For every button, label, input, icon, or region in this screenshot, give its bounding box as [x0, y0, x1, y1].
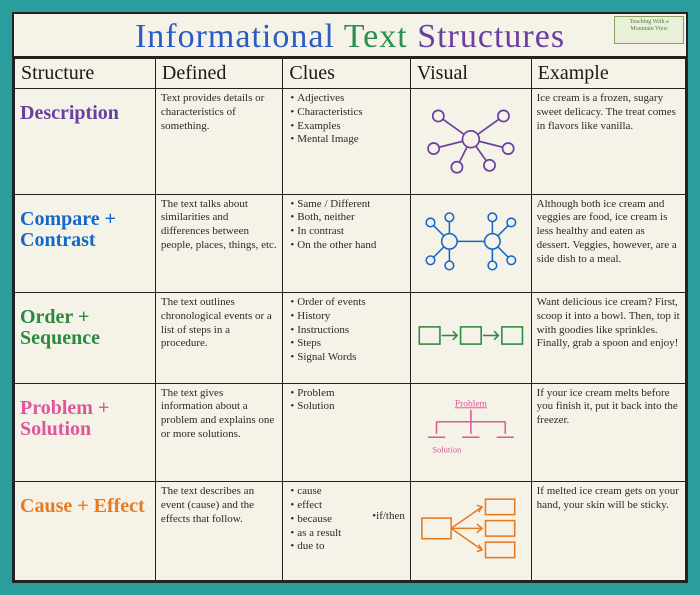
- clues-cell: Order of eventsHistoryInstructionsStepsS…: [283, 293, 410, 384]
- table-row: Problem + SolutionThe text gives informa…: [15, 383, 686, 482]
- structure-label-comp: Compare + Contrast: [15, 194, 156, 293]
- clue-item: On the other hand: [290, 239, 404, 253]
- web-diagram-icon: [415, 102, 527, 177]
- clues-cell: causeeffectbecauseas a resultdue to•if/t…: [283, 482, 410, 581]
- table-row: Compare + ContrastThe text talks about s…: [15, 194, 686, 293]
- svg-text:Solution: Solution: [432, 444, 462, 454]
- clue-item: Steps: [290, 337, 404, 351]
- visual-cell: [410, 482, 531, 581]
- visual-cell: Problem Solution: [410, 383, 531, 482]
- sequence-diagram-icon: [415, 314, 527, 357]
- defined-cell: The text talks about similarities and di…: [155, 194, 282, 293]
- table-row: Order + SequenceThe text outlines chrono…: [15, 293, 686, 384]
- clue-item: Same / Different: [290, 198, 404, 212]
- example-cell: Although both ice cream and veggies are …: [531, 194, 685, 293]
- clue-item: Solution: [290, 400, 404, 414]
- defined-cell: Text provides details or characteristics…: [155, 89, 282, 195]
- clue-item: Examples: [290, 120, 404, 134]
- clue-item: History: [290, 310, 404, 324]
- col-structure: Structure: [15, 59, 156, 89]
- title-word-1: Informational: [135, 18, 335, 55]
- clue-item: Characteristics: [290, 106, 404, 120]
- col-visual: Visual: [410, 59, 531, 89]
- defined-cell: The text outlines chronological events o…: [155, 293, 282, 384]
- clue-item: as a result: [290, 527, 404, 541]
- structures-table: Structure Defined Clues Visual Example D…: [14, 58, 686, 581]
- double-web-diagram-icon: [415, 207, 527, 276]
- example-cell: Ice cream is a frozen, sugary sweet deli…: [531, 89, 685, 195]
- example-cell: If your ice cream melts before you finis…: [531, 383, 685, 482]
- table-row: DescriptionText provides details or char…: [15, 89, 686, 195]
- clue-item: Signal Words: [290, 351, 404, 365]
- visual-cell: [410, 89, 531, 195]
- clue-item: Adjectives: [290, 92, 404, 106]
- col-defined: Defined: [155, 59, 282, 89]
- clue-item: Order of events: [290, 296, 404, 310]
- visual-cell: [410, 293, 531, 384]
- cause-effect-diagram-icon: [415, 494, 527, 563]
- clue-item: Mental Image: [290, 133, 404, 147]
- title-word-3: Structures: [417, 18, 565, 55]
- clue-item: due to: [290, 540, 404, 554]
- clues-cell: ProblemSolution: [283, 383, 410, 482]
- chart-title: Informational Text Structures: [14, 14, 686, 58]
- example-cell: If melted ice cream gets on your hand, y…: [531, 482, 685, 581]
- source-watermark: Teaching With a Mountain View: [614, 16, 684, 44]
- clue-item: cause: [290, 485, 404, 499]
- svg-text:Problem: Problem: [455, 399, 488, 409]
- clue-item: Both, neither: [290, 211, 404, 225]
- clue-aside: •if/then: [372, 510, 405, 524]
- problem-solution-diagram-icon: Problem Solution: [415, 396, 527, 465]
- header-row: Structure Defined Clues Visual Example: [15, 59, 686, 89]
- structure-label-desc: Description: [15, 89, 156, 195]
- clue-item: In contrast: [290, 225, 404, 239]
- defined-cell: The text describes an event (cause) and …: [155, 482, 282, 581]
- structure-label-prob: Problem + Solution: [15, 383, 156, 482]
- col-example: Example: [531, 59, 685, 89]
- defined-cell: The text gives information about a probl…: [155, 383, 282, 482]
- clues-cell: AdjectivesCharacteristicsExamplesMental …: [283, 89, 410, 195]
- example-cell: Want delicious ice cream? First, scoop i…: [531, 293, 685, 384]
- visual-cell: [410, 194, 531, 293]
- clue-item: Instructions: [290, 324, 404, 338]
- clues-cell: Same / DifferentBoth, neitherIn contrast…: [283, 194, 410, 293]
- clue-item: Problem: [290, 387, 404, 401]
- col-clues: Clues: [283, 59, 410, 89]
- structure-label-order: Order + Sequence: [15, 293, 156, 384]
- structure-label-cause: Cause + Effect: [15, 482, 156, 581]
- anchor-chart-poster: Teaching With a Mountain View Informatio…: [12, 12, 688, 583]
- table-row: Cause + EffectThe text describes an even…: [15, 482, 686, 581]
- title-word-2: Text: [344, 18, 408, 55]
